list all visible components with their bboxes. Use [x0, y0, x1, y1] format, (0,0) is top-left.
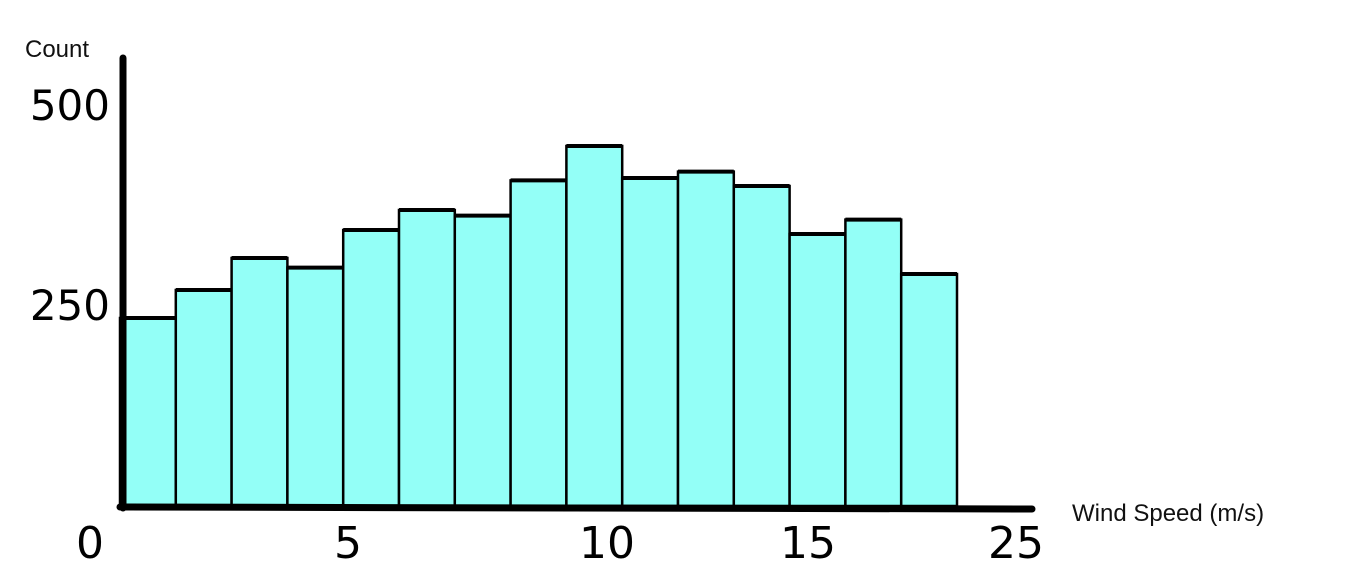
histogram-bar	[287, 268, 343, 506]
x-tick-labels: 0 5 10 15 25	[76, 518, 1044, 569]
histogram-bar	[343, 230, 399, 506]
y-axis-label: Count	[25, 36, 89, 63]
x-axis-label: Wind Speed (m/s)	[1072, 500, 1264, 527]
y-tick-labels: 250 500	[30, 81, 110, 330]
histogram-bar	[901, 274, 957, 506]
histogram-bar	[120, 318, 176, 506]
y-tick-label: 500	[30, 81, 110, 130]
histogram-bar	[734, 186, 790, 506]
histogram-bar	[845, 220, 901, 506]
histogram-bar	[566, 146, 622, 506]
histogram-bar	[511, 180, 567, 506]
histogram-bar	[176, 290, 232, 506]
x-tick-label: 10	[579, 518, 635, 569]
histogram-bar	[622, 178, 678, 506]
x-tick-label: 5	[334, 518, 362, 569]
x-tick-label: 0	[76, 518, 104, 569]
x-tick-label: 25	[988, 518, 1044, 569]
histogram-bar	[399, 210, 455, 506]
histogram-bar	[455, 216, 511, 506]
histogram-bar	[678, 172, 734, 506]
histogram-bar	[232, 258, 288, 506]
bars-group	[120, 146, 957, 506]
x-axis	[120, 507, 1032, 509]
x-tick-label: 15	[780, 518, 836, 569]
y-tick-label: 250	[30, 281, 110, 330]
histogram-bar	[790, 234, 846, 506]
